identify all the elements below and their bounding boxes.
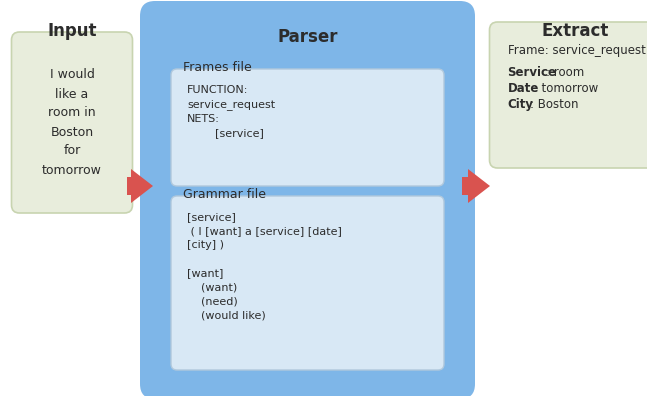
Text: : Boston: : Boston: [529, 98, 578, 111]
Text: I would
like a
room in
Boston
for
tomorrow: I would like a room in Boston for tomorr…: [42, 69, 102, 177]
FancyArrow shape: [462, 169, 490, 203]
Text: FUNCTION:
service_request
NETS:
        [service]: FUNCTION: service_request NETS: [service…: [187, 85, 275, 138]
Text: Extract: Extract: [542, 22, 609, 40]
Text: City: City: [507, 98, 534, 111]
Text: Service: Service: [507, 66, 556, 79]
Text: Grammar file: Grammar file: [183, 188, 266, 201]
Text: Parser: Parser: [278, 28, 338, 46]
Text: : room: : room: [545, 66, 584, 79]
FancyArrow shape: [127, 169, 153, 203]
Text: Frame: service_request: Frame: service_request: [507, 44, 645, 57]
FancyBboxPatch shape: [171, 196, 444, 370]
Text: [service]
 ( I [want] a [service] [date]
[city] )

[want]
    (want)
    (need)
: [service] ( I [want] a [service] [date] …: [187, 212, 342, 320]
Text: : tomorrow: : tomorrow: [529, 82, 598, 95]
Text: Frames file: Frames file: [183, 61, 252, 74]
FancyBboxPatch shape: [171, 69, 444, 186]
FancyBboxPatch shape: [490, 22, 647, 168]
Text: Input: Input: [47, 22, 97, 40]
FancyBboxPatch shape: [140, 1, 475, 396]
Text: Date: Date: [507, 82, 539, 95]
FancyBboxPatch shape: [12, 32, 133, 213]
